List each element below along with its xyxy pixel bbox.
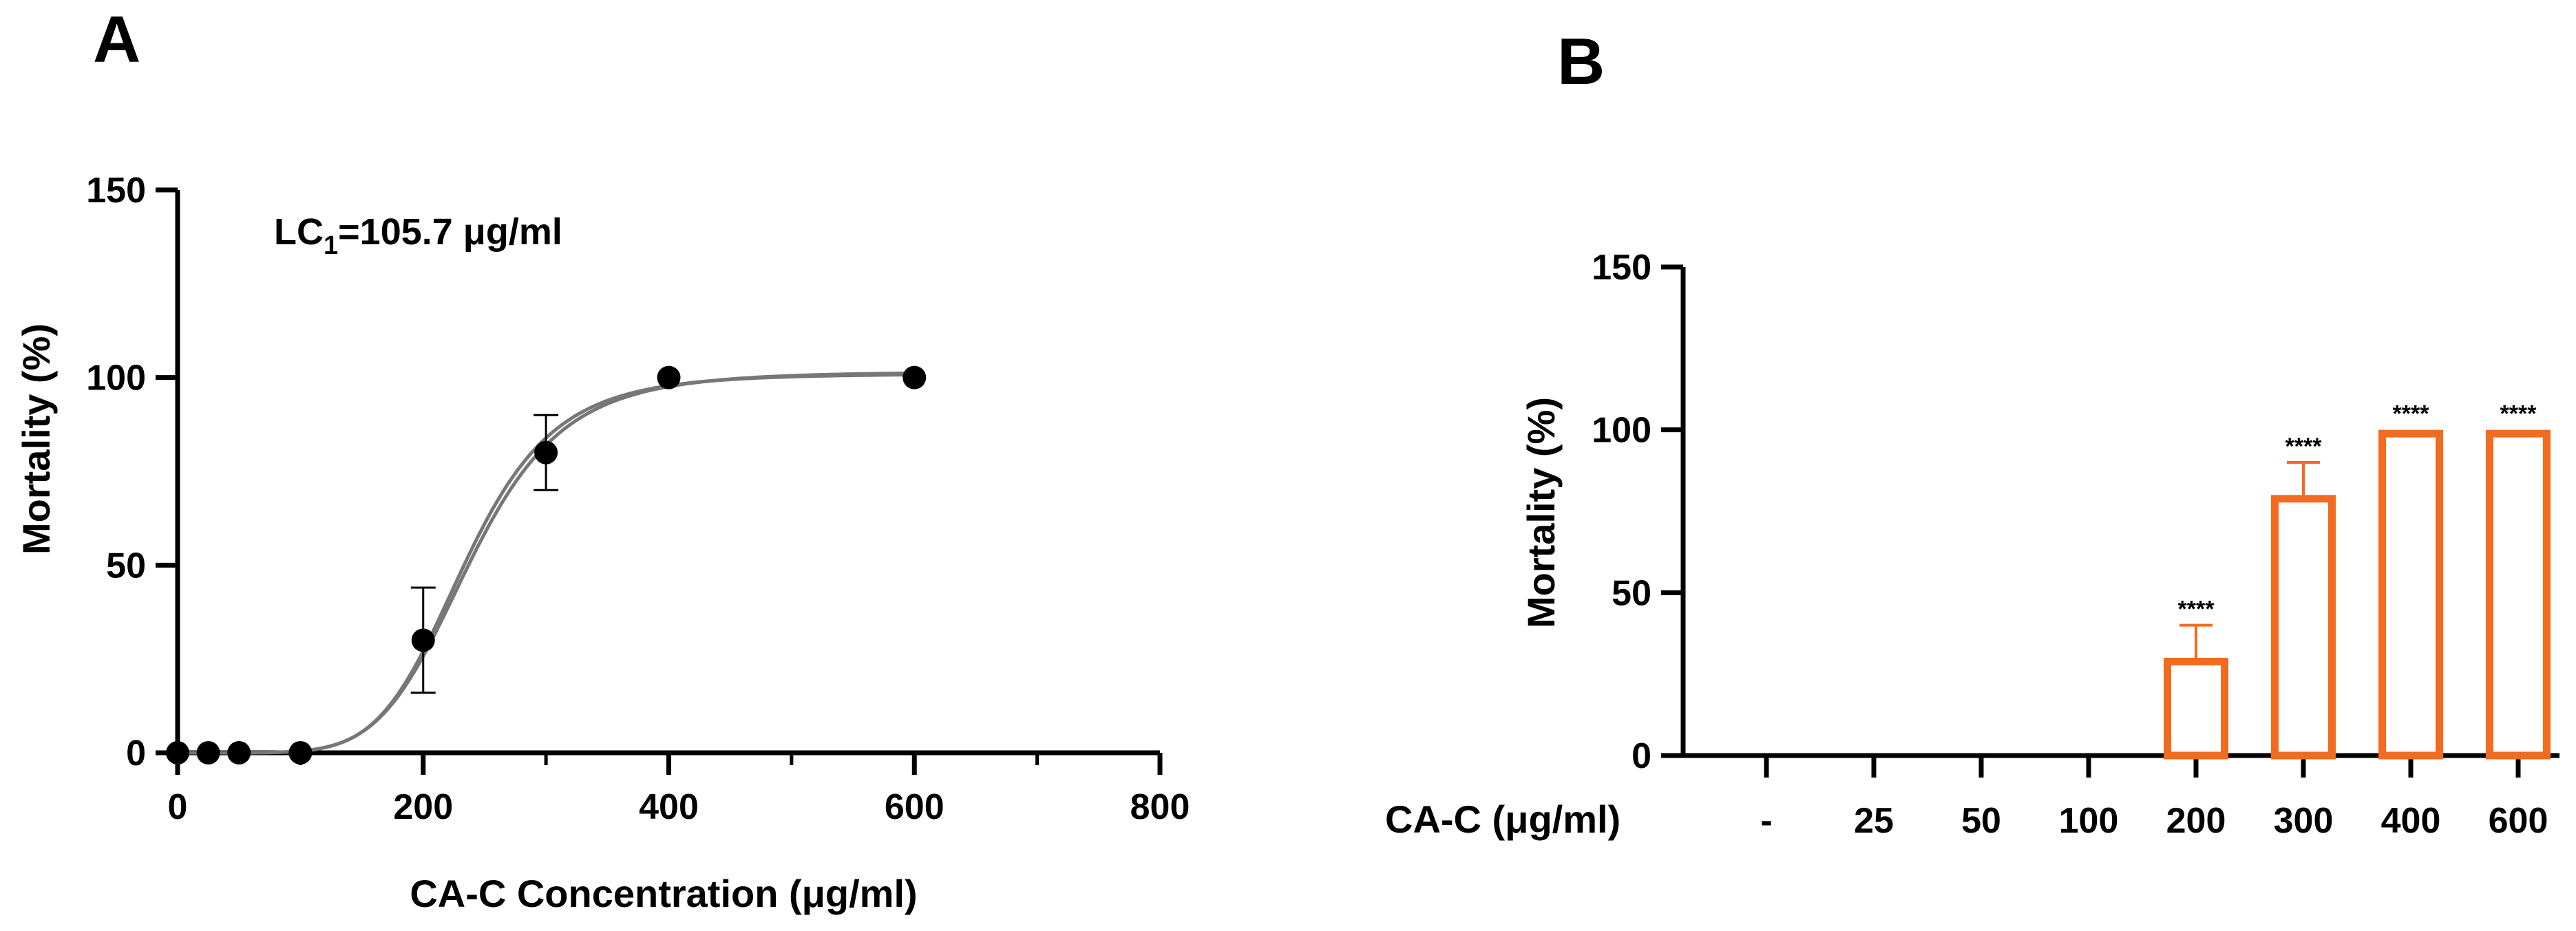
panel-b-x-tick-label: 100 [2059,801,2119,841]
panel-b-y-tick-label: 50 [1612,573,1651,613]
panel-b-significance-label: **** [2178,597,2215,623]
panel-a-axes: 0 50 100 150 0 200 400 600 800 [86,171,1190,827]
panel-a-chart: A 0 50 100 150 0 200 400 600 800 LC1=105.7 μg/ml… [14,3,1190,915]
panel-a-x-axis-title: CA-C Concentration (μg/ml) [410,872,917,915]
panel-a-x-tick-label: 200 [393,787,453,827]
panel-a-points [166,365,927,764]
panel-a-y-tick-label: 150 [86,171,146,211]
panel-a-data-point [196,741,220,764]
panel-a-y-axis-title: Mortality (%) [14,323,58,555]
panel-a-letter: A [93,3,140,76]
panel-a-data-point [288,741,313,764]
panel-b-x-tick-label: 300 [2274,801,2334,841]
panel-a-y-tick-label: 100 [86,359,146,398]
panel-b-significance-label: **** [2500,401,2537,427]
panel-a-x-tick-label: 800 [1130,787,1190,827]
panel-b-x-tick-label: 50 [1961,801,2001,841]
panel-b-bar [2378,429,2443,760]
panel-a-data-point [902,365,927,389]
panel-b-x-tick-label: 25 [1854,801,1894,841]
panel-a-data-point [166,741,189,764]
panel-a-y-tick-label: 0 [126,734,146,773]
panel-b-bar [2271,495,2336,760]
panel-a-x-tick-label: 600 [885,787,944,827]
panel-b-bar [2486,429,2551,760]
panel-b-x-tick-label: 200 [2166,801,2226,841]
panel-b-letter: B [1557,25,1605,98]
panel-b-bar [2164,658,2228,760]
panel-b-y-axis-title: Mortality (%) [1519,397,1563,628]
panel-b-x-tick-label: - [1760,801,1772,841]
panel-b-y-tick-label: 0 [1632,736,1651,776]
panel-a-x-tick-label: 400 [639,787,699,827]
lc1-annotation: LC1=105.7 μg/ml [274,211,562,260]
panel-b-y-tick-label: 100 [1592,411,1651,451]
panel-b-x-tick-label: 600 [2489,801,2548,841]
panel-a-data-point [227,741,251,764]
panel-b-x-axis-title: CA-C (μg/ml) [1385,798,1620,841]
panel-a-data-point [657,365,681,389]
panel-a-y-tick-label: 50 [106,546,146,586]
panel-b-bars: **** **** **** **** [2164,401,2551,760]
panel-a-data-point [411,628,435,652]
panel-b-significance-label: **** [2285,434,2323,460]
panel-a-x-tick-label: 0 [168,787,188,827]
panel-b-y-tick-label: 150 [1592,248,1651,288]
panel-a-data-point [534,440,558,464]
panel-b-x-tick-label: 400 [2381,801,2441,841]
panel-b-significance-label: **** [2393,401,2430,427]
